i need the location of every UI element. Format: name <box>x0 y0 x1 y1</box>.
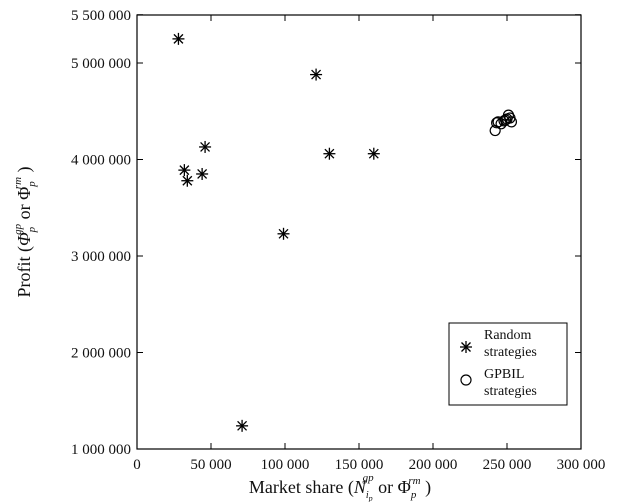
y-tick-label: 3 000 000 <box>71 249 131 265</box>
random-strategy-point <box>277 227 290 240</box>
random-strategy-point <box>181 174 194 187</box>
y-tick-label: 2 000 000 <box>71 346 131 362</box>
legend-marker-gpbil <box>460 374 472 386</box>
random-strategy-point <box>178 164 191 177</box>
y-tick-label: 5 000 000 <box>71 56 131 72</box>
legend-label-random-1: Random <box>484 328 532 343</box>
random-strategy-point <box>199 140 212 153</box>
x-tick-label: 50 000 <box>190 457 231 473</box>
random-strategy-point <box>236 419 249 432</box>
legend-box <box>448 322 568 406</box>
x-tick-label: 300 000 <box>557 457 606 473</box>
y-tick-label: 4 000 000 <box>71 153 131 169</box>
x-tick-label: 200 000 <box>409 457 458 473</box>
y-tick-label: 1 000 000 <box>71 442 131 458</box>
legend-label-random-2: strategies <box>484 345 537 360</box>
random-strategy-point <box>323 147 336 160</box>
gpbil-strategy-point <box>499 114 512 126</box>
random-strategy-point <box>310 68 323 81</box>
x-axis-title: Market share (Nipgp or Φprm ) <box>249 472 431 502</box>
x-tick-label: 0 <box>133 457 141 473</box>
random-strategy-point <box>367 147 380 160</box>
x-tick-label: 100 000 <box>261 457 310 473</box>
y-axis-title: Profit (Φpgp or Φprm ) <box>12 166 38 297</box>
x-tick-label: 250 000 <box>483 457 532 473</box>
gpbil-strategy-point <box>505 116 518 128</box>
axis-ticks: 0 50 000 100 000 150 000 200 000 250 000 300 0… <box>71 8 605 473</box>
random-strategy-point <box>172 32 185 45</box>
y-tick-label: 5 500 000 <box>71 8 131 24</box>
data-marks <box>172 32 518 432</box>
legend-label-gpbil-1: GPBIL <box>484 367 524 382</box>
legend: Random strategies GPBIL strategies <box>448 322 568 406</box>
legend-marker-random <box>460 341 472 353</box>
x-tick-label: 150 000 <box>335 457 384 473</box>
legend-label-gpbil-2: strategies <box>484 384 537 399</box>
random-strategy-point <box>196 167 209 180</box>
